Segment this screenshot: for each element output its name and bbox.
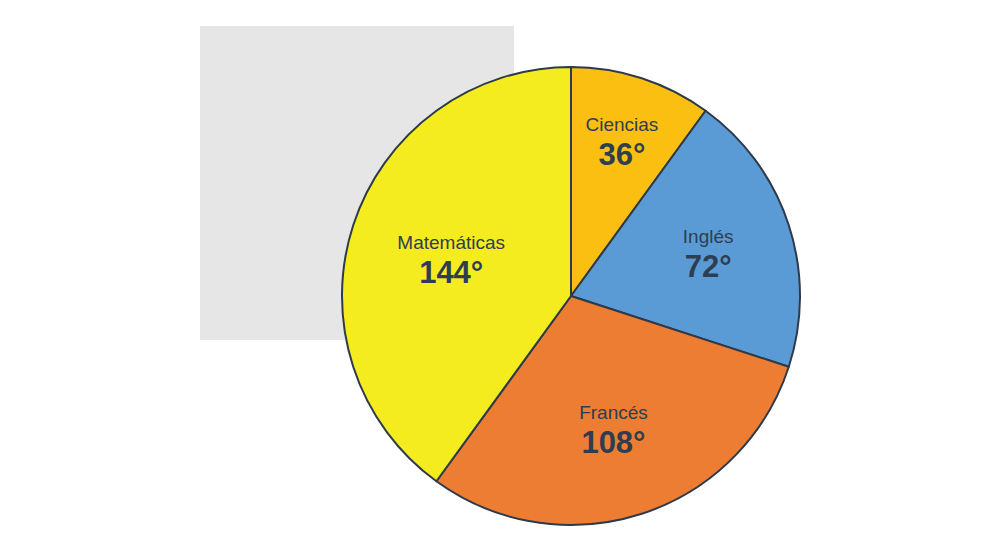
slice-label: Francés	[579, 402, 648, 423]
slice-value: 144°	[419, 255, 483, 290]
slice-value: 108°	[581, 425, 645, 460]
slices	[342, 67, 800, 525]
slice-label: Inglés	[683, 226, 734, 247]
slice-value: 72°	[685, 249, 732, 284]
slice-label: Matemáticas	[397, 232, 505, 253]
chart: Ciencias36° Inglés72° Francés108° Matemátic…	[0, 0, 1001, 551]
pie-slice	[342, 67, 571, 481]
slice-value: 36°	[599, 137, 646, 172]
labels: Ciencias36° Inglés72° Francés108° Matemátic…	[397, 114, 733, 459]
slice-label: Ciencias	[586, 114, 659, 135]
